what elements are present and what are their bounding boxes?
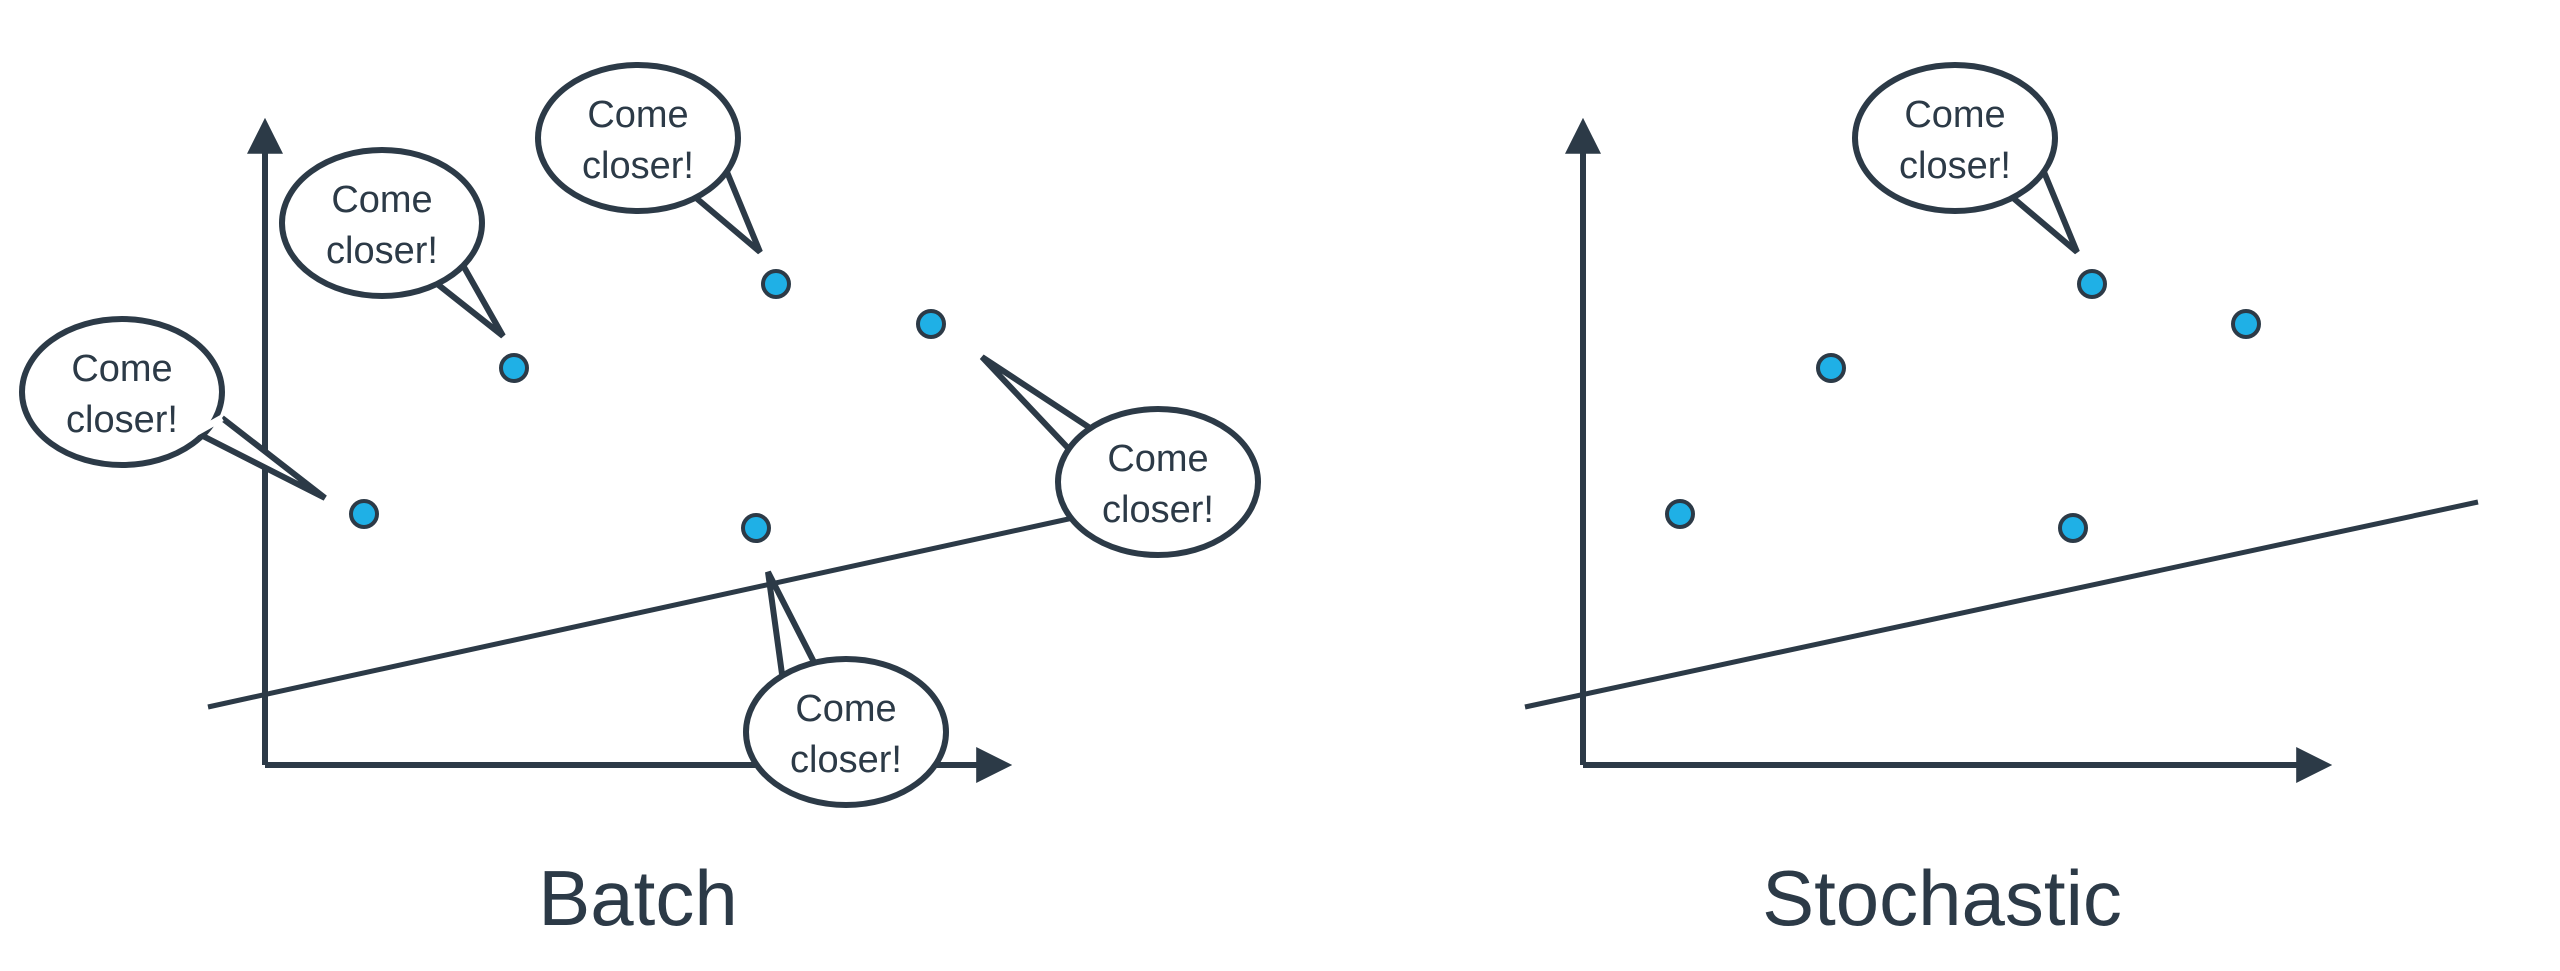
speech-bubble-outline	[743, 656, 949, 808]
speech-bubble-tail	[765, 570, 821, 675]
stochastic-data-point	[2058, 513, 2088, 543]
speech-bubble-outline	[279, 147, 485, 299]
stochastic-panel: Come closer! Stochastic	[1524, 62, 2479, 942]
speech-bubble-text-line1: Come	[1904, 94, 2005, 136]
speech-bubble-text-line1: Come	[71, 348, 172, 390]
panel-title-batch: Batch	[538, 854, 737, 942]
speech-bubble-text-line2: closer!	[790, 739, 902, 781]
speech-bubble-outline	[1055, 406, 1261, 558]
speech-bubble-text-line2: closer!	[66, 399, 178, 441]
batch-data-point	[741, 513, 771, 543]
panel-title-stochastic: Stochastic	[1762, 854, 2122, 942]
speech-bubble-tail	[693, 170, 763, 255]
speech-bubble: Come closer!	[979, 354, 1261, 558]
speech-bubble: Come closer!	[19, 316, 327, 501]
speech-bubble: Come closer!	[1852, 62, 2080, 255]
speech-bubble-text-line2: closer!	[582, 145, 694, 187]
stochastic-data-point	[1665, 499, 1695, 529]
speech-bubble-tail	[2010, 170, 2080, 255]
batch-data-point	[761, 269, 791, 299]
speech-bubble-outline	[19, 316, 225, 468]
stochastic-regression-line	[1524, 499, 2479, 710]
stochastic-data-point	[2231, 309, 2261, 339]
speech-bubble-text-line1: Come	[331, 179, 432, 221]
speech-bubble-tail	[979, 354, 1092, 451]
speech-bubble-outline	[535, 62, 741, 214]
stochastic-data-point	[1816, 353, 1846, 383]
speech-bubble-text-line1: Come	[1107, 438, 1208, 480]
batch-data-point	[499, 353, 529, 383]
speech-bubble-text-line2: closer!	[1102, 489, 1214, 531]
speech-bubble-text-line2: closer!	[326, 230, 438, 272]
batch-panel: Come closer! Come closer! Come closer! C…	[19, 62, 1261, 942]
stochastic-data-point	[2077, 269, 2107, 299]
batch-data-point	[349, 499, 379, 529]
speech-bubble-tail	[193, 415, 327, 501]
speech-bubble: Come closer!	[535, 62, 763, 255]
batch-data-point	[916, 309, 946, 339]
batch-regression-line	[207, 515, 1074, 710]
speech-bubble-text-line1: Come	[795, 688, 896, 730]
speech-bubble-outline	[1852, 62, 2058, 214]
speech-bubble-tail	[434, 258, 506, 339]
speech-bubble: Come closer!	[279, 147, 506, 339]
speech-bubble-text-line1: Come	[587, 94, 688, 136]
speech-bubble-text-line2: closer!	[1899, 145, 2011, 187]
speech-bubble: Come closer!	[743, 570, 949, 808]
